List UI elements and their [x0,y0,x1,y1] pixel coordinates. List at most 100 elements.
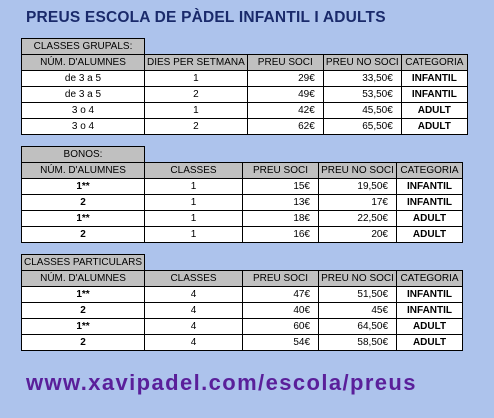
cell-preu-no-soci: 45,50€ [322,102,402,119]
cell-categoria: ADULT [400,118,468,135]
cell-classes: 1 [144,194,243,211]
cell-alumnes: 3 o 4 [21,118,145,135]
cell-categoria: ADULT [396,318,464,335]
cell-classes: 1 [144,210,243,227]
col-header-preu-soci: PREU SOCI [246,54,324,71]
cell-classes: 4 [144,286,244,303]
table-row: 2 4 40€ 45€ INFANTIL [20,302,464,319]
col-header-categoria: CATEGORIA [396,162,463,179]
cell-alumnes: 2 [21,194,145,211]
cell-preu-soci: 13€ [242,194,319,211]
table-row: 3 o 4 1 42€ 45,50€ ADULT [21,102,468,119]
col-header-categoria: CATEGORIA [396,270,464,287]
table-bonos: BONOS: NÚM. D'ALUMNES CLASSES PREU SOCI … [21,146,463,243]
cell-preu-soci: 54€ [242,334,320,351]
cell-preu-soci: 42€ [246,102,324,119]
col-header-preu-no-soci: PREU NO SOCI [318,162,397,179]
section-caption: CLASSES PARTICULARS [20,254,146,271]
cell-alumnes: de 3 a 5 [21,86,145,103]
col-header-dies: DIES PER SETMANA [144,54,248,71]
cell-categoria: INFANTIL [400,86,468,103]
cell-preu-soci: 15€ [242,178,319,195]
table-header-row: NÚM. D'ALUMNES DIES PER SETMANA PREU SOC… [21,54,468,71]
table-row: 1** 1 18€ 22,50€ ADULT [21,210,463,227]
col-header-alumnes: NÚM. D'ALUMNES [21,54,145,71]
col-header-preu-soci: PREU SOCI [242,162,319,179]
cell-alumnes: 1** [20,286,146,303]
cell-alumnes: de 3 a 5 [21,70,145,87]
table-row: de 3 a 5 2 49€ 53,50€ INFANTIL [21,86,468,103]
table-caption-row: CLASSES PARTICULARS [20,254,463,271]
col-header-preu-soci: PREU SOCI [242,270,320,287]
cell-categoria: INFANTIL [396,302,464,319]
cell-alumnes: 2 [21,226,145,243]
cell-categoria: INFANTIL [400,70,468,87]
col-header-classes: CLASSES [144,270,244,287]
cell-preu-no-soci: 58,50€ [318,334,398,351]
cell-alumnes: 1** [21,178,145,195]
table-classes-particulars: CLASSES PARTICULARS NÚM. D'ALUMNES CLASS… [20,254,464,351]
table-row: 3 o 4 2 62€ 65,50€ ADULT [21,118,468,135]
cell-preu-no-soci: 45€ [318,302,398,319]
cell-classes: 4 [144,318,244,335]
cell-preu-no-soci: 17€ [318,194,397,211]
cell-dies: 2 [144,86,248,103]
cell-categoria: ADULT [396,226,463,243]
table-classes-grupals: CLASSES GRUPALS: NÚM. D'ALUMNES DIES PER… [21,38,468,135]
col-header-alumnes: NÚM. D'ALUMNES [21,162,145,179]
cell-categoria: ADULT [396,210,463,227]
col-header-preu-no-soci: PREU NO SOCI [318,270,398,287]
cell-classes: 1 [144,178,243,195]
cell-preu-soci: 60€ [242,318,320,335]
section-caption: CLASSES GRUPALS: [21,38,145,55]
cell-dies: 1 [144,70,248,87]
cell-dies: 2 [144,118,248,135]
cell-preu-no-soci: 33,50€ [322,70,402,87]
col-header-classes: CLASSES [144,162,243,179]
cell-preu-soci: 40€ [242,302,320,319]
cell-categoria: INFANTIL [396,178,463,195]
cell-preu-no-soci: 19,50€ [318,178,397,195]
cell-alumnes: 2 [20,334,146,351]
table-row: 1** 4 47€ 51,50€ INFANTIL [20,286,464,303]
cell-preu-soci: 29€ [246,70,324,87]
cell-dies: 1 [144,102,248,119]
cell-preu-no-soci: 20€ [318,226,397,243]
cell-categoria: ADULT [400,102,468,119]
cell-preu-soci: 62€ [246,118,324,135]
col-header-categoria: CATEGORIA [400,54,468,71]
cell-alumnes: 1** [20,318,146,335]
table-row: 2 1 13€ 17€ INFANTIL [21,194,463,211]
website-url: www.xavipadel.com/escola/preus [26,370,417,395]
cell-preu-no-soci: 22,50€ [318,210,397,227]
cell-alumnes: 2 [20,302,146,319]
col-header-preu-no-soci: PREU NO SOCI [322,54,402,71]
table-row: 1** 4 60€ 64,50€ ADULT [20,318,464,335]
table-caption-row: BONOS: [21,146,463,163]
section-caption: BONOS: [21,146,145,163]
table-header-row: NÚM. D'ALUMNES CLASSES PREU SOCI PREU NO… [21,162,463,179]
cell-preu-soci: 18€ [242,210,319,227]
cell-preu-no-soci: 51,50€ [318,286,398,303]
cell-preu-no-soci: 64,50€ [318,318,398,335]
table-row: 1** 1 15€ 19,50€ INFANTIL [21,178,463,195]
cell-preu-soci: 16€ [242,226,319,243]
cell-classes: 4 [144,302,244,319]
cell-preu-no-soci: 65,50€ [322,118,402,135]
page-title: PREUS ESCOLA DE PÀDEL INFANTIL I ADULTS [26,9,386,26]
cell-preu-no-soci: 53,50€ [322,86,402,103]
cell-preu-soci: 49€ [246,86,324,103]
cell-alumnes: 3 o 4 [21,102,145,119]
cell-classes: 1 [144,226,243,243]
table-row: 2 4 54€ 58,50€ ADULT [20,334,464,351]
table-row: de 3 a 5 1 29€ 33,50€ INFANTIL [21,70,468,87]
cell-categoria: INFANTIL [396,194,463,211]
table-caption-row: CLASSES GRUPALS: [21,38,468,55]
cell-categoria: ADULT [396,334,464,351]
cell-alumnes: 1** [21,210,145,227]
table-row: 2 1 16€ 20€ ADULT [21,226,463,243]
col-header-alumnes: NÚM. D'ALUMNES [20,270,146,287]
cell-classes: 4 [144,334,244,351]
table-header-row: NÚM. D'ALUMNES CLASSES PREU SOCI PREU NO… [20,270,464,287]
cell-preu-soci: 47€ [242,286,320,303]
